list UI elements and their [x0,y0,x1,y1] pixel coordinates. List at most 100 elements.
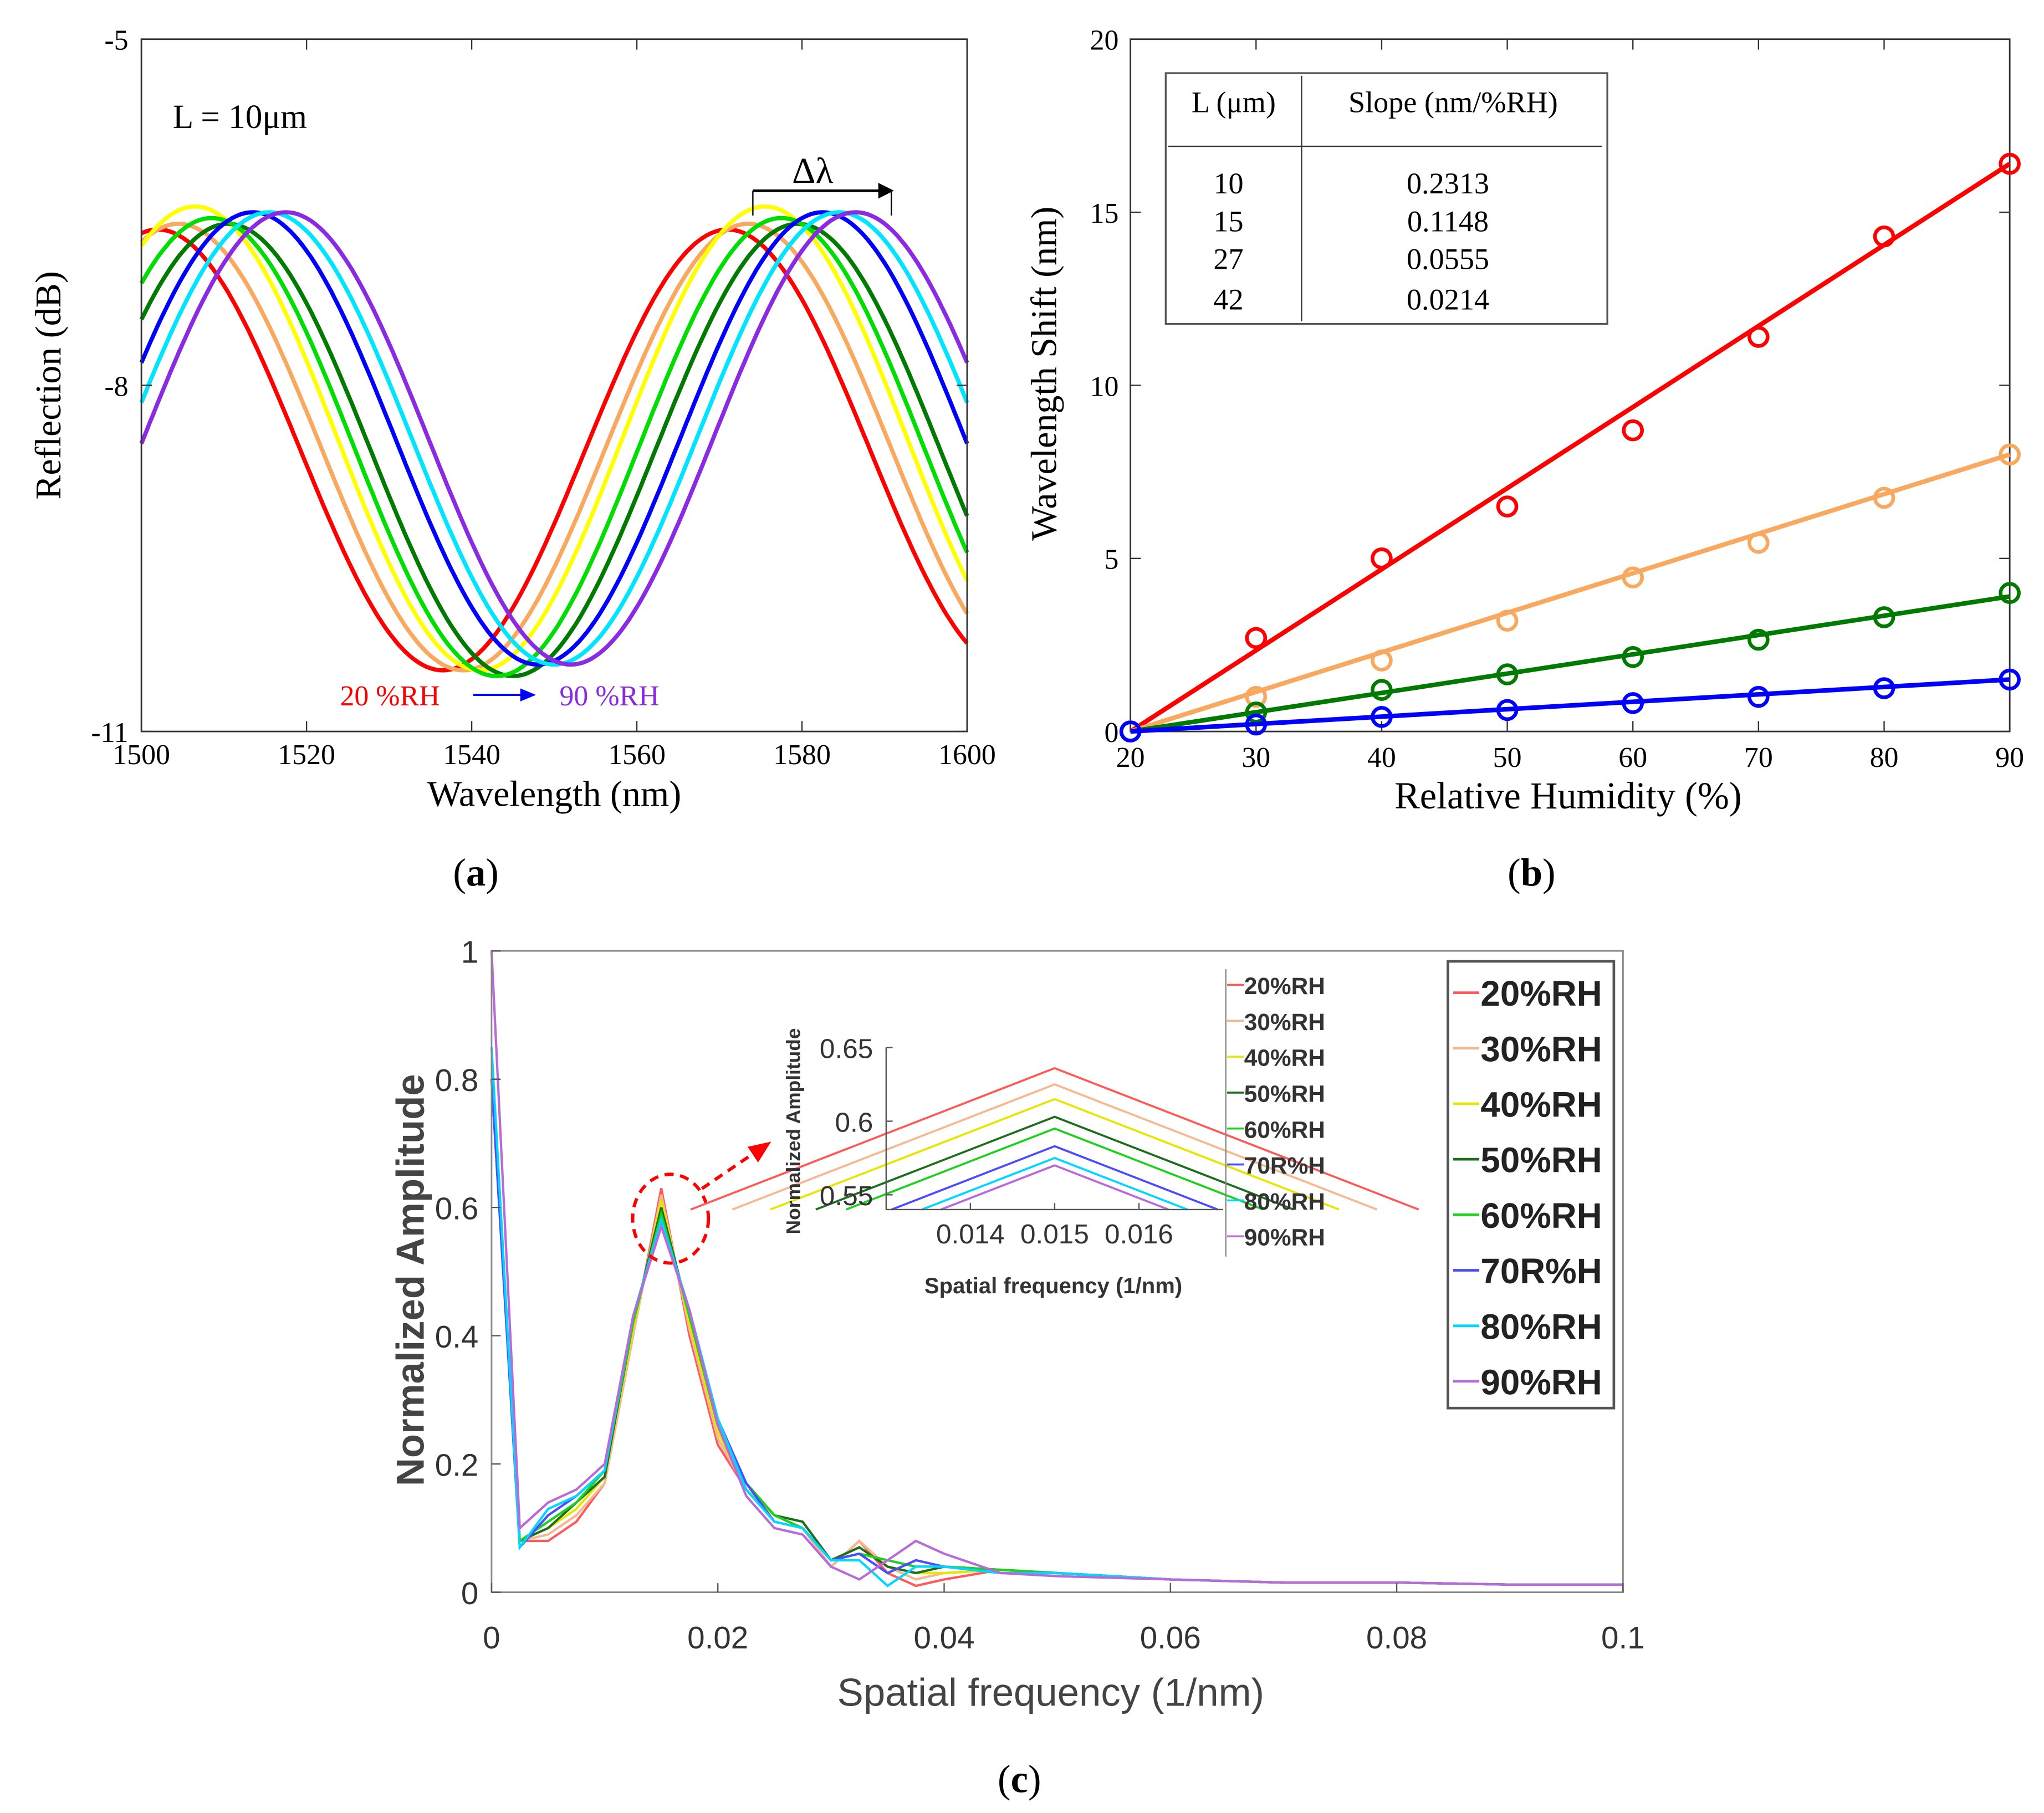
panel-a: 1500 1520 1540 1560 1580 1600 -5 -8 -11 L = 10μm… [28,25,996,895]
panel-a-annotation: L = 10μm [173,98,307,136]
panel-a-x-tick-label: 1600 [938,739,996,771]
panel-b-data-point [1999,152,2021,175]
panel-b-x-tick-label: 70 [1744,742,1773,774]
inset-legend-label: 20%RH [1244,973,1325,999]
panel-b-data-point [1496,610,1519,632]
slope-table-header-length: L (μm) [1192,86,1276,119]
panel-a-caption-letter: a [466,851,486,894]
panel-c-caption-letter: c [1011,1758,1028,1801]
panel-b-data-point [1747,531,1770,554]
slope-table-header-slope: Slope (nm/%RH) [1348,86,1558,119]
panel-c-x-tick-label: 0.02 [687,1620,748,1655]
delta-lambda-arrowhead [878,183,894,199]
panel-c-legend-label: 90%RH [1480,1363,1602,1402]
zoom-circle [631,1172,711,1265]
panel-b-data-point [1622,419,1644,442]
panel-b-y-tick-label: 0 [1105,717,1119,749]
panel-b-data-point [1747,628,1770,651]
panel-c-legend-label: 60%RH [1480,1196,1602,1236]
panel-b-data-point [1873,606,1895,628]
slope-table-cell: 0.0214 [1407,283,1489,316]
panel-b-data-point [1371,679,1393,701]
panel-c-series [490,951,1623,1587]
panel-b-data-point [1873,677,1895,699]
inset-legend-label: 70R%H [1244,1153,1325,1179]
inset-ylabel: Normalized Amplitude [783,1028,804,1234]
range-arrowhead [520,688,536,701]
panel-c-y-tick-label: 0.4 [435,1319,479,1354]
panel-a-xlabel: Wavelength (nm) [427,774,681,814]
range-end-label: 90 %RH [559,680,659,712]
panel-c-ylabel: Normalized Amplitude [388,1074,432,1486]
panel-a-series-line [140,222,969,673]
inset-legend: 20%RH 30%RH 40%RH 50%RH 60%RH 70R%H 80%RH 90%RH [1225,969,1325,1257]
panel-c-xlabel: Spatial frequency (1/nm) [837,1671,1264,1714]
panel-a-x-tick-label: 1500 [113,739,170,771]
panel-c-ticks: 0 0.02 0.04 0.06 0.08 0.1 0 0.2 0.4 0.6 0.8 1 [435,934,1645,1655]
panel-c-y-tick-label: 0.6 [435,1191,479,1226]
panel-a-y-tick-label: -8 [104,371,128,402]
panel-b-x-tick-label: 80 [1870,742,1899,774]
panel-c-x-tick-label: 0.04 [913,1620,974,1655]
panel-a-x-tick-label: 1520 [278,739,335,771]
panel-a-x-tick-label: 1560 [608,739,666,771]
panel-b-y-tick-label: 5 [1105,544,1119,576]
panel-b-data-point [1245,713,1268,736]
inset-xlabel: Spatial frequency (1/nm) [924,1274,1182,1298]
inset-legend-label: 60%RH [1244,1117,1325,1143]
panel-a-x-tick-label: 1580 [773,739,831,771]
panel-c-series-line [490,951,1623,1586]
inset-series-line [921,1156,1188,1211]
panel-c-legend-label: 50%RH [1480,1141,1602,1180]
inset-chart: 0.014 0.015 0.016 0.55 0.6 0.65 Spatial frequ… [690,969,1419,1298]
panel-c-x-tick-label: 0 [483,1620,500,1655]
inset-legend-label: 90%RH [1244,1225,1325,1251]
panel-b-data-point [1245,685,1268,708]
panel-a-series [139,204,969,678]
zoom-arrow-line [701,1150,757,1190]
panel-c-y-tick-label: 1 [461,934,478,969]
panel-b: 20 30 40 50 60 70 80 90 0 5 10 15 20 L (μm) Slope (n… [1024,25,2024,895]
inset-series-line [690,1067,1419,1211]
inset-y-tick-label: 0.55 [820,1181,873,1211]
panel-b-xlabel: Relative Humidity (%) [1394,775,1741,817]
panel-b-data-point [1245,627,1268,649]
inset-legend-label: 30%RH [1244,1009,1325,1035]
panel-c-legend-label: 40%RH [1480,1085,1602,1125]
panel-c-y-tick-label: 0.2 [435,1447,479,1482]
panel-c-y-tick-label: 0 [461,1576,478,1611]
inset-ticks: 0.014 0.015 0.016 0.55 0.6 0.65 [820,1033,1173,1249]
panel-c-x-tick-label: 0.06 [1140,1620,1201,1655]
panel-a-series-line [139,210,969,667]
zoom-arrowhead [747,1141,771,1163]
panel-c-legend-label: 30%RH [1480,1030,1602,1069]
panel-b-x-tick-label: 30 [1241,742,1270,774]
panel-b-y-tick-label: 15 [1090,198,1119,229]
panel-b-data-point [1622,646,1644,668]
panel-a-x-tick-label: 1540 [443,739,500,771]
panel-b-data-point [1999,668,2021,691]
slope-table-border [1164,72,1608,325]
panel-b-data-point [1873,225,1895,248]
slope-table-cell: 15 [1213,204,1243,238]
inset-legend-label: 40%RH [1244,1045,1325,1071]
slope-table: L (μm) Slope (nm/%RH) 10 0.2313 15 0.114… [1164,72,1608,325]
panel-b-y-tick-label: 20 [1090,25,1119,57]
panel-b-fit-line [1129,162,2011,734]
range-start-label: 20 %RH [340,680,440,712]
inset-y-tick-label: 0.65 [820,1033,873,1064]
panel-c-x-tick-label: 0.08 [1366,1620,1427,1655]
panel-a-series-line [140,227,969,673]
inset-x-tick-label: 0.014 [936,1219,1005,1249]
panel-b-x-tick-label: 60 [1618,742,1647,774]
delta-lambda-label: Δλ [792,151,833,191]
inset-legend-label: 80%RH [1244,1189,1325,1215]
panel-c-caption: (c) [998,1758,1041,1801]
panel-b-data-point [1747,326,1770,348]
panel-a-series-line [139,222,969,678]
panel-b-data-point [1496,699,1519,721]
slope-table-cell: 42 [1213,283,1243,316]
inset-x-tick-label: 0.015 [1020,1219,1089,1249]
inset-legend-label: 50%RH [1244,1080,1325,1107]
